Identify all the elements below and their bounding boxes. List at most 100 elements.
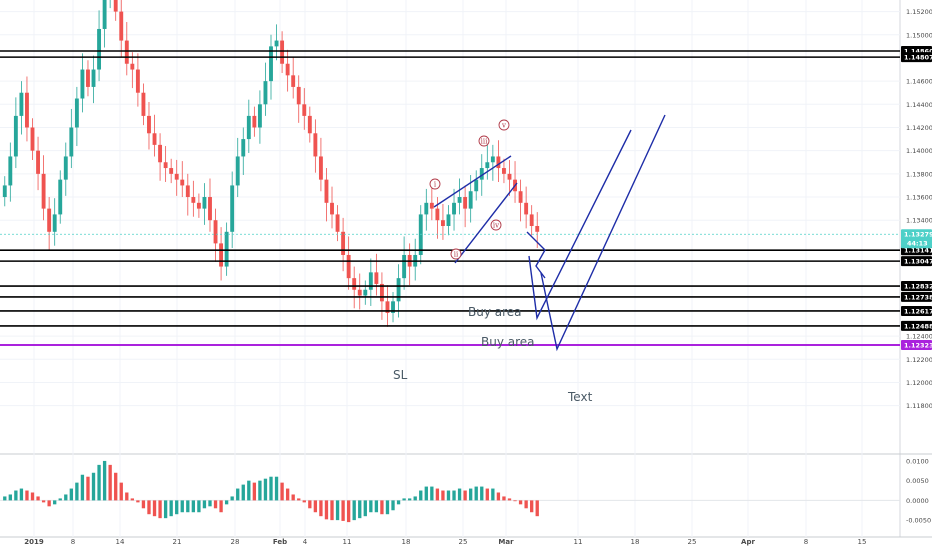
candle-body xyxy=(219,243,224,267)
oscillator-bar xyxy=(191,500,196,513)
candle-body xyxy=(25,92,29,128)
wave-label: i xyxy=(434,180,437,188)
stop-loss-tag xyxy=(901,340,932,351)
candle-body xyxy=(41,173,46,209)
time-tick-label: 18 xyxy=(631,538,640,546)
oscillator-bar xyxy=(524,500,528,509)
projection-small xyxy=(526,231,546,279)
oscillator-bar xyxy=(47,500,51,507)
oscillator-bar xyxy=(258,480,262,501)
candle-body xyxy=(158,144,163,163)
candle-body xyxy=(474,179,479,192)
time-tick-label: 4 xyxy=(303,538,308,546)
level-tag xyxy=(901,281,932,292)
oscillator-bar xyxy=(502,496,506,501)
oscillator-bar xyxy=(30,492,35,501)
candle-body xyxy=(213,220,218,244)
level-tag xyxy=(901,52,932,63)
candle-body xyxy=(8,156,13,186)
time-tick-label: 8 xyxy=(71,538,75,546)
candle-body xyxy=(396,278,401,302)
oscillator-bar xyxy=(247,480,251,501)
time-tick-label: 14 xyxy=(116,538,125,546)
oscillator-bar xyxy=(169,500,173,517)
price-axis[interactable]: 1.15200 1.15000 1.14600 1.14400 1.14200 1.140… xyxy=(906,8,932,525)
oscillator-bar xyxy=(374,500,379,513)
candle-body xyxy=(379,283,384,302)
candle-body xyxy=(496,156,501,169)
sl-label: SL xyxy=(393,368,408,382)
candle-body xyxy=(363,289,368,296)
current-price-tag xyxy=(901,229,932,249)
candle-body xyxy=(30,127,35,151)
candle-body xyxy=(346,254,351,279)
oscillator-bar xyxy=(186,500,190,513)
candle-body xyxy=(113,0,118,12)
level-tag-label: 1.12832 xyxy=(904,282,932,290)
candle-body xyxy=(341,231,346,255)
candle-body xyxy=(257,104,262,128)
time-axis[interactable]: 2019 8 14 21 28 Feb 4 11 18 25 Mar 11 18 25 Apr 8 15 xyxy=(24,538,866,546)
candle-body xyxy=(252,115,257,128)
candle-body xyxy=(335,214,340,232)
oscillator-bar xyxy=(391,500,395,511)
oscillator-bar xyxy=(14,490,18,501)
projection-path-2 xyxy=(540,114,666,352)
buy-area-1-label: Buy area xyxy=(468,305,522,319)
candle-body xyxy=(36,150,40,174)
candle-body xyxy=(174,173,179,180)
candle-body xyxy=(368,272,373,290)
wave-label-circle xyxy=(498,119,510,131)
time-tick-label: Mar xyxy=(498,538,514,546)
oscillator-bar xyxy=(75,482,79,501)
oscillator-bar xyxy=(463,490,467,501)
oscillator-pane xyxy=(0,460,900,523)
time-tick-label: 15 xyxy=(858,538,867,546)
candle-body xyxy=(391,301,395,313)
oscillator-bar xyxy=(396,500,401,505)
oscillator-bar xyxy=(208,500,212,507)
candle-body xyxy=(435,208,440,221)
oscillator-bar xyxy=(241,484,245,501)
oscillator-bar xyxy=(252,482,257,501)
price-tick-label: 1.14600 xyxy=(906,78,932,86)
oscillator-bar xyxy=(419,490,423,501)
candle-body xyxy=(269,46,273,82)
candle-body xyxy=(402,254,407,279)
level-tag xyxy=(901,256,932,267)
candle-body xyxy=(302,104,307,116)
level-tag-label: 1.13047 xyxy=(904,258,932,266)
candle-body xyxy=(274,40,279,47)
oscillator-bar xyxy=(352,500,356,521)
oscillator-bar xyxy=(230,496,234,501)
oscillator-bar xyxy=(430,486,434,501)
time-tick-label: 28 xyxy=(231,538,240,546)
oscillator-bar xyxy=(8,494,12,501)
candle-body xyxy=(169,168,174,174)
oscillator-bar xyxy=(58,498,62,501)
candle-body xyxy=(418,214,423,255)
candle-body xyxy=(330,202,334,215)
oscillator-bar xyxy=(119,482,123,501)
oscillator-bar xyxy=(452,490,456,501)
time-tick-label: 11 xyxy=(343,538,352,546)
level-tag-label: 1.12738 xyxy=(904,293,932,301)
candle-body xyxy=(529,214,534,226)
oscillator-bar xyxy=(86,476,90,501)
candle-body xyxy=(147,115,151,134)
candle-body xyxy=(446,214,451,226)
candle-body xyxy=(263,81,268,105)
oscillator-bar xyxy=(102,460,107,501)
time-tick-label: 25 xyxy=(459,538,468,546)
price-tick-label: 1.14200 xyxy=(906,124,932,132)
wave-label: iii xyxy=(481,137,488,145)
candle-body xyxy=(80,69,85,99)
oscillator-bar xyxy=(219,500,223,513)
oscillator-bar xyxy=(80,474,85,501)
price-tick-label: 1.14000 xyxy=(906,147,932,155)
projection-path-1 xyxy=(528,129,632,321)
oscillator-bar xyxy=(180,500,184,513)
